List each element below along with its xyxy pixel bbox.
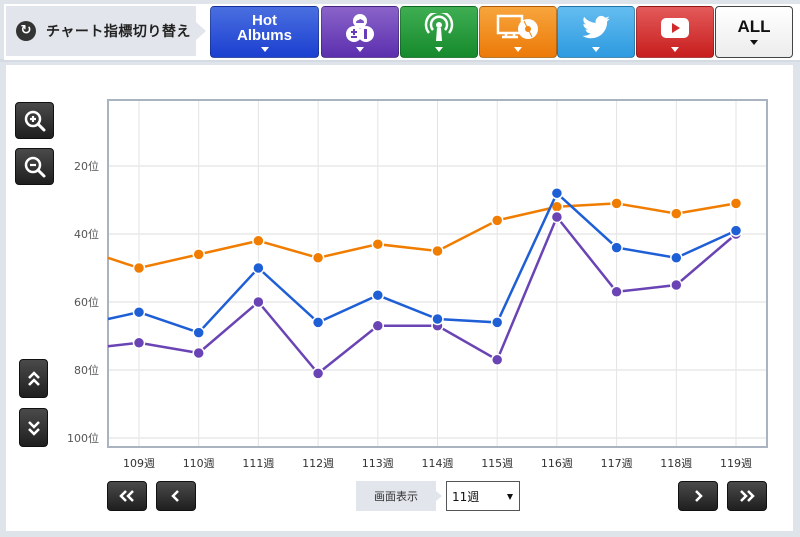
- x-tick-label: 112週: [302, 457, 335, 470]
- caret-down-icon: [514, 46, 522, 52]
- data-point[interactable]: [311, 251, 325, 265]
- data-point[interactable]: [132, 336, 146, 350]
- broadcast-antenna-icon: [424, 12, 454, 43]
- x-tick-label: 117週: [600, 457, 633, 470]
- zoom-in-button[interactable]: [15, 102, 54, 139]
- scroll-down-button[interactable]: [19, 408, 48, 447]
- caret-down-icon: [671, 46, 679, 52]
- previous-button[interactable]: [156, 481, 196, 511]
- data-point[interactable]: [610, 197, 623, 210]
- data-point[interactable]: [550, 210, 564, 224]
- y-tick-label: 60位: [74, 296, 99, 309]
- data-point[interactable]: [490, 214, 504, 227]
- x-tick-label: 110週: [182, 457, 215, 470]
- data-point[interactable]: [311, 367, 325, 380]
- hot-albums-button[interactable]: Hot Albums: [210, 6, 319, 58]
- data-point[interactable]: [490, 353, 504, 367]
- data-point[interactable]: [610, 285, 623, 299]
- week-range-select[interactable]: 11週: [446, 481, 520, 511]
- data-point[interactable]: [670, 251, 683, 265]
- y-tick-label: 20位: [74, 160, 99, 173]
- caret-down-icon: [435, 46, 443, 52]
- last-page-button[interactable]: [727, 481, 767, 511]
- y-tick-label: 40位: [74, 228, 99, 241]
- youtube-button[interactable]: [636, 6, 714, 58]
- hot-albums-label-line1: Hot: [252, 11, 277, 29]
- all-metrics-button[interactable]: ALL: [715, 6, 793, 58]
- switch-label-text: チャート指標切り替え: [46, 24, 191, 40]
- series-blue: [107, 186, 743, 339]
- caret-down-icon: [356, 46, 364, 52]
- data-point[interactable]: [311, 316, 325, 329]
- data-point[interactable]: [132, 305, 146, 319]
- x-tick-label: 116週: [540, 457, 573, 470]
- lookup-button[interactable]: [479, 6, 557, 58]
- data-point[interactable]: [192, 346, 205, 360]
- week-range-value: 11週: [452, 489, 480, 504]
- download-cloud-cd-icon: [340, 13, 380, 43]
- data-point[interactable]: [729, 197, 743, 210]
- data-point[interactable]: [371, 319, 385, 333]
- first-page-button[interactable]: [107, 481, 147, 511]
- zoom-out-icon: [24, 156, 45, 177]
- refresh-icon: ↻: [16, 21, 36, 41]
- data-point[interactable]: [252, 295, 265, 309]
- data-point[interactable]: [490, 316, 504, 329]
- caret-down-icon: [592, 46, 600, 52]
- double-chevron-down-icon: [27, 420, 40, 436]
- hot-albums-label-line2: Albums: [236, 26, 292, 44]
- zoom-out-button[interactable]: [15, 148, 54, 185]
- data-point[interactable]: [431, 312, 444, 326]
- display-range-label: 画面表示: [356, 481, 442, 511]
- data-point[interactable]: [252, 234, 265, 248]
- x-tick-label: 114週: [421, 457, 454, 470]
- x-tick-label: 109週: [123, 457, 155, 470]
- chevron-left-icon: [171, 490, 179, 502]
- dropdown-arrow-icon: [507, 494, 513, 500]
- data-point[interactable]: [192, 248, 205, 261]
- chart-metric-switch-label: ↻ チャート指標切り替え: [6, 6, 206, 56]
- caret-down-icon: [750, 40, 758, 45]
- data-point[interactable]: [431, 244, 444, 258]
- twitter-button[interactable]: [557, 6, 635, 58]
- sales-download-button[interactable]: [321, 6, 399, 58]
- data-point[interactable]: [670, 207, 683, 220]
- data-point[interactable]: [550, 186, 564, 200]
- series-purple: [107, 210, 743, 380]
- data-point[interactable]: [610, 241, 623, 254]
- double-chevron-left-icon: [119, 490, 134, 502]
- all-label: ALL: [737, 17, 771, 36]
- chart-metric-toolbar: ↻ チャート指標切り替え Hot Albums: [0, 0, 800, 62]
- x-tick-label: 119週: [720, 457, 752, 470]
- pc-cd-icon: [496, 13, 540, 43]
- twitter-bird-icon: [581, 13, 611, 43]
- youtube-play-icon: [660, 13, 690, 43]
- x-tick-label: 111週: [242, 457, 275, 470]
- x-tick-label: 118週: [660, 457, 693, 470]
- data-point[interactable]: [371, 288, 385, 302]
- chevron-right-icon: [695, 490, 703, 502]
- series-orange: [107, 197, 743, 275]
- x-tick-label: 115週: [481, 457, 514, 470]
- next-button[interactable]: [678, 481, 718, 511]
- y-tick-label: 80位: [74, 364, 99, 377]
- x-tick-label: 113週: [361, 457, 394, 470]
- double-chevron-right-icon: [740, 490, 755, 502]
- radio-button[interactable]: [400, 6, 478, 58]
- data-point[interactable]: [670, 278, 683, 292]
- zoom-in-icon: [24, 110, 45, 131]
- double-chevron-up-icon: [27, 370, 40, 386]
- data-point[interactable]: [252, 261, 265, 275]
- y-tick-label: 100位: [67, 432, 99, 445]
- data-point[interactable]: [729, 224, 743, 237]
- data-point[interactable]: [371, 237, 385, 251]
- data-point[interactable]: [192, 326, 205, 339]
- data-point[interactable]: [132, 261, 146, 275]
- scroll-up-button[interactable]: [19, 359, 48, 398]
- caret-down-icon: [260, 46, 269, 52]
